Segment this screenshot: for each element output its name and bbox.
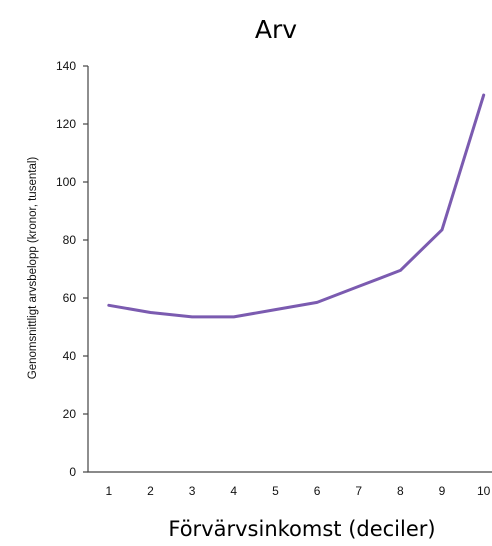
y-axis-ticks: 0 20 40 60 80 100 120 140 [56, 59, 88, 479]
x-tick-label: 9 [439, 484, 446, 498]
x-tick-label: 10 [477, 484, 491, 498]
series-line [107, 93, 486, 319]
series-layer [107, 93, 486, 319]
x-tick-label: 5 [272, 484, 279, 498]
x-axis-label: Förvärvsinkomst (deciler) [168, 517, 435, 541]
y-tick-label: 40 [63, 349, 77, 363]
y-axis-label: Genomsnittligt arvsbelopp (kronor, tusen… [27, 157, 39, 380]
y-tick-label: 100 [56, 175, 76, 189]
x-tick-label: 3 [189, 484, 196, 498]
y-tick-label: 60 [63, 291, 77, 305]
chart-axes [87, 66, 492, 473]
y-tick-label: 140 [56, 59, 76, 73]
x-tick-label: 2 [147, 484, 154, 498]
chart-title: Arv [255, 15, 297, 44]
y-tick-label: 120 [56, 117, 76, 131]
x-tick-label: 1 [105, 484, 112, 498]
x-tick-label: 6 [314, 484, 321, 498]
y-tick-label: 80 [63, 233, 77, 247]
y-tick-label: 20 [63, 407, 77, 421]
x-tick-label: 7 [355, 484, 362, 498]
x-axis-ticks: 1 2 3 4 5 6 7 8 9 10 [105, 484, 490, 498]
x-tick-label: 8 [397, 484, 404, 498]
x-tick-label: 4 [230, 484, 237, 498]
y-tick-label: 0 [69, 465, 76, 479]
